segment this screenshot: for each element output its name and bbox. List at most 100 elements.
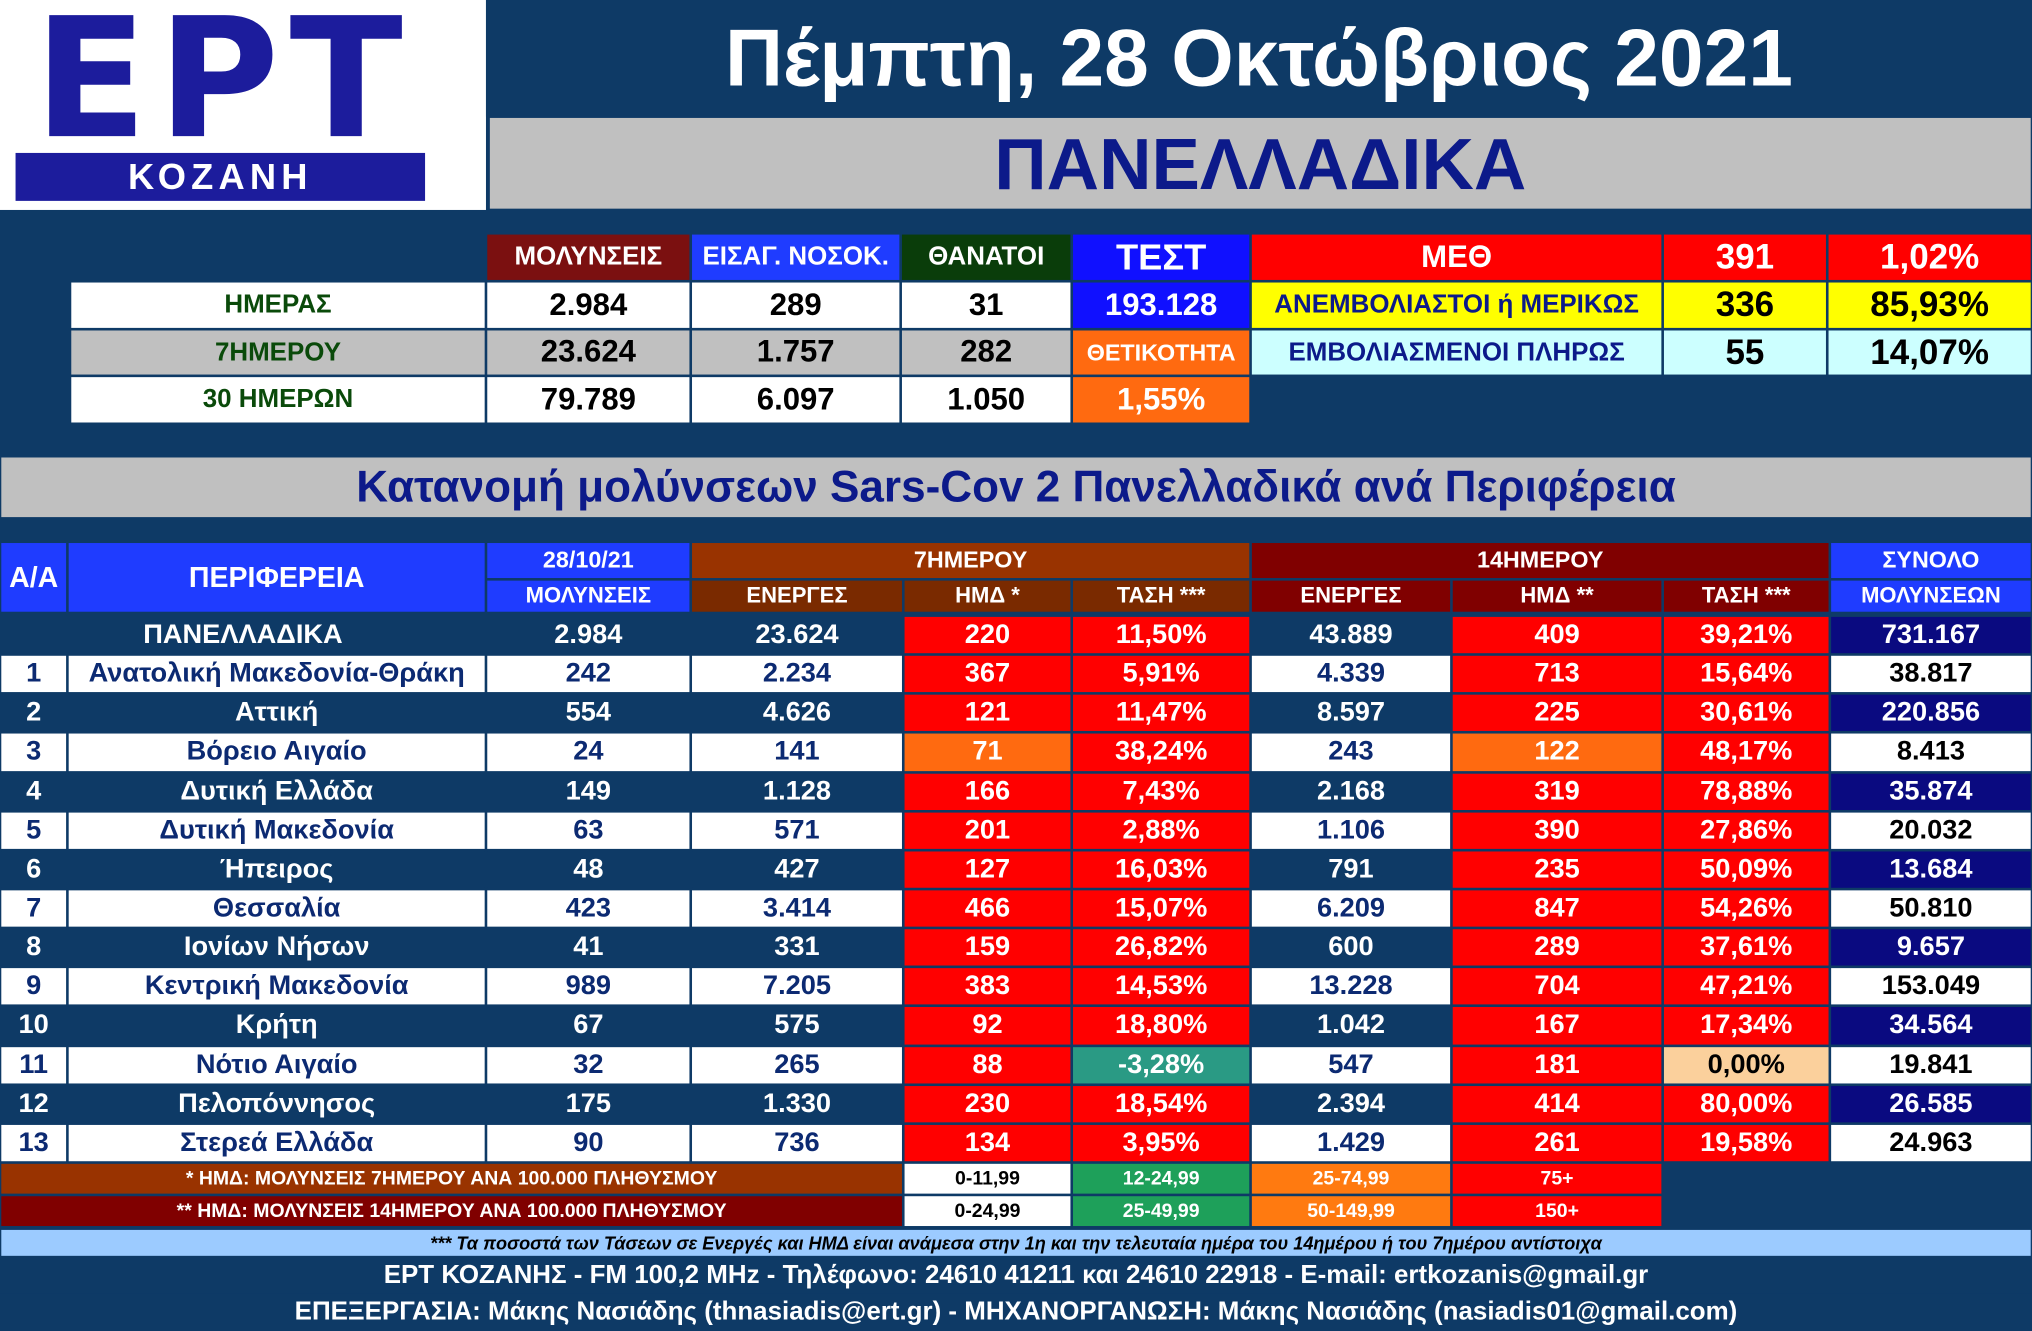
table-cell: 331 — [692, 929, 902, 966]
table-cell: 88 — [904, 1046, 1071, 1084]
table-cell: 48 — [487, 851, 690, 888]
region-name: Κεντρική Μακεδονία — [68, 968, 485, 1005]
table-cell: 414 — [1452, 1085, 1662, 1123]
table-cell: 9 — [1, 968, 67, 1005]
table-cell: 8.413 — [1831, 734, 2031, 771]
total-label: ΠΑΝΕΛΛΑΔΙΚΑ — [1, 616, 485, 654]
table-cell: 4.626 — [692, 695, 902, 732]
table-cell: 600 — [1251, 929, 1451, 966]
column-subheader: ΤΑΣΗ *** — [1073, 580, 1250, 612]
table-cell: 175 — [487, 1085, 690, 1123]
table-cell: 13 — [1, 1124, 67, 1162]
table-cell: 4 — [1, 773, 67, 810]
table-cell: 35.874 — [1831, 773, 2031, 810]
summary-value: 1.050 — [901, 377, 1071, 423]
table-cell: 41 — [487, 929, 690, 966]
table-cell: 47,21% — [1663, 968, 1829, 1005]
summary-value: 282 — [901, 330, 1071, 375]
table-cell: 32 — [487, 1046, 690, 1084]
table-cell: 2,88% — [1073, 812, 1250, 849]
total-value: 11,50% — [1073, 616, 1250, 654]
table-cell: 554 — [487, 695, 690, 732]
summary-value: 6.097 — [692, 377, 900, 423]
table-cell: 2.234 — [692, 655, 902, 693]
summary-value: 79.789 — [487, 377, 690, 423]
table-cell: 24 — [487, 734, 690, 771]
table-cell: 38,24% — [1073, 734, 1250, 771]
table-cell: 34.564 — [1831, 1007, 2031, 1045]
icu-cell: 336 — [1663, 282, 1826, 328]
table-cell: 11,47% — [1073, 695, 1250, 732]
total-value: 43.889 — [1251, 616, 1451, 654]
summary-row-label: 30 ΗΜΕΡΩΝ — [71, 377, 485, 423]
table-cell: 3.414 — [692, 890, 902, 927]
table-cell: 220.856 — [1831, 695, 2031, 732]
table-cell: 1.128 — [692, 773, 902, 810]
table-cell: 7 — [1, 890, 67, 927]
table-cell: 11 — [1, 1046, 67, 1084]
column-subheader: ΗΜΔ * — [904, 580, 1071, 612]
icu-cell: ΕΜΒΟΛΙΑΣΜΕΝΟΙ ΠΛΗΡΩΣ — [1251, 330, 1662, 375]
table-cell: 63 — [487, 812, 690, 849]
table-cell: 48,17% — [1663, 734, 1829, 771]
legend-range: 25-49,99 — [1073, 1196, 1250, 1227]
table-cell: 127 — [904, 851, 1071, 888]
table-cell: 26.585 — [1831, 1085, 2031, 1123]
region-title: ΠΑΝΕΛΛΑΔΙΚΑ — [489, 117, 2031, 209]
legend-range: 50-149,99 — [1251, 1196, 1451, 1227]
region-name: Ήπειρος — [68, 851, 485, 888]
column-subheader: ΗΜΔ ** — [1452, 580, 1662, 612]
table-cell: 134 — [904, 1124, 1071, 1162]
table-cell: 242 — [487, 655, 690, 693]
table-cell: 3 — [1, 734, 67, 771]
legend-range: 150+ — [1452, 1196, 1662, 1227]
total-value: 731.167 — [1831, 616, 2031, 654]
table-cell: 289 — [1452, 929, 1662, 966]
icu-cell: 85,93% — [1828, 282, 2031, 328]
table-cell: 10 — [1, 1007, 67, 1045]
legend-range: 0-11,99 — [904, 1163, 1071, 1194]
icu-cell: 55 — [1663, 330, 1826, 375]
table-cell: 0,00% — [1663, 1046, 1829, 1084]
region-name: Στερεά Ελλάδα — [68, 1124, 485, 1162]
table-cell: 26,82% — [1073, 929, 1250, 966]
table-cell: 1.042 — [1251, 1007, 1451, 1045]
table-cell: 989 — [487, 968, 690, 1005]
table-cell: 713 — [1452, 655, 1662, 693]
table-cell: 24.963 — [1831, 1124, 2031, 1162]
table-cell: 92 — [904, 1007, 1071, 1045]
table-cell: 791 — [1251, 851, 1451, 888]
column-header: ΣΥΝΟΛΟ — [1831, 543, 2031, 579]
legend-label: * ΗΜΔ: ΜΟΛΥΝΣΕΙΣ 7ΗΜΕΡΟΥ ΑΝΑ 100.000 ΠΛΗ… — [1, 1163, 902, 1194]
total-value: 39,21% — [1663, 616, 1829, 654]
table-cell: 1 — [1, 655, 67, 693]
table-cell: 122 — [1452, 734, 1662, 771]
table-cell: -3,28% — [1073, 1046, 1250, 1084]
total-value: 23.624 — [692, 616, 902, 654]
table-cell: 390 — [1452, 812, 1662, 849]
table-cell: 319 — [1452, 773, 1662, 810]
summary-value: 289 — [692, 282, 900, 328]
total-value: 220 — [904, 616, 1071, 654]
summary-header: ΕΙΣΑΓ. ΝΟΣΟΚ. — [692, 234, 900, 280]
icu-cell: 14,07% — [1828, 330, 2031, 375]
icu-cell: 1,02% — [1828, 234, 2031, 280]
table-cell: 12 — [1, 1085, 67, 1123]
table-cell: 20.032 — [1831, 812, 2031, 849]
table-cell: 50,09% — [1663, 851, 1829, 888]
table-cell: 9.657 — [1831, 929, 2031, 966]
legend-range: 25-74,99 — [1251, 1163, 1451, 1194]
legend-range: 0-24,99 — [904, 1196, 1071, 1227]
table-cell: 8 — [1, 929, 67, 966]
table-cell: 166 — [904, 773, 1071, 810]
column-header: ΠΕΡΙΦΕΡΕΙΑ — [68, 543, 485, 612]
table-cell: 14,53% — [1073, 968, 1250, 1005]
table-cell: 121 — [904, 695, 1071, 732]
region-name: Βόρειο Αιγαίο — [68, 734, 485, 771]
table-cell: 5 — [1, 812, 67, 849]
legend-range: 75+ — [1452, 1163, 1662, 1194]
region-name: Θεσσαλία — [68, 890, 485, 927]
table-title: Κατανομή μολύνσεων Sars-Cov 2 Πανελλαδικ… — [1, 457, 2031, 518]
table-cell: 8.597 — [1251, 695, 1451, 732]
